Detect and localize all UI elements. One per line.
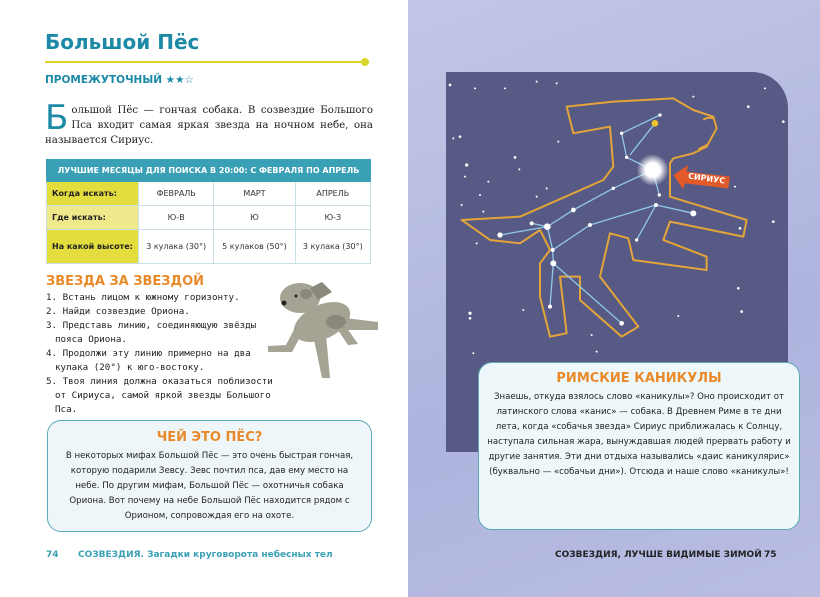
cell: АПРЕЛЬ — [294, 181, 372, 206]
cell: Ю-В — [137, 205, 215, 230]
yellow-star — [651, 119, 659, 127]
cell: 3 кулака (30°) — [137, 229, 215, 264]
table-row: На какой высоте: 3 кулака (30°) 5 кулаков … — [46, 229, 372, 264]
divider-dot — [361, 58, 369, 66]
roman-holidays-box: РИМСКИЕ КАНИКУЛЫ Знаешь, откуда взялось … — [478, 362, 800, 530]
title-divider — [45, 61, 363, 63]
myth-box-title: ЧЕЙ ЭТО ПЁС? — [156, 430, 263, 445]
steps-list: 1. Встань лицом к южному горизонту. 2. Н… — [46, 291, 286, 417]
row-label: На какой высоте: — [46, 229, 139, 264]
list-item: 3. Представь линию, соединяющую звёзды п… — [46, 320, 257, 345]
difficulty-level: ПРОМЕЖУТОЧНЫЙ ★★☆ — [45, 74, 194, 86]
list-item: 2. Найди созвездие Ориона. — [46, 306, 190, 317]
background-stars — [448, 80, 785, 355]
intro-text: ольшой Пёс — гончая собака. В созвездие … — [45, 105, 373, 146]
viewing-table: ЛУЧШИЕ МЕСЯЦЫ ДЛЯ ПОИСКА В 20:00: С ФЕВР… — [46, 159, 372, 264]
page-title: Большой Пёс — [45, 30, 200, 54]
cell: 5 кулаков (50°) — [213, 229, 296, 264]
page-number-right: 75 — [764, 550, 777, 560]
sirius-arrow — [673, 164, 730, 190]
steps-heading: ЗВЕЗДА ЗА ЗВЕЗДОЙ — [46, 274, 205, 289]
list-item: 1. Встань лицом к южному горизонту. — [46, 292, 240, 303]
running-footer-right: СОЗВЕЗДИЯ, ЛУЧШЕ ВИДИМЫЕ ЗИМОЙ — [555, 550, 762, 560]
myth-box-text: В некоторых мифах Большой Пёс — это очен… — [65, 451, 354, 521]
dog-illustration — [268, 282, 378, 378]
roman-box-text: Знаешь, откуда взялось слово «каникулы»?… — [487, 392, 791, 477]
dog-outline — [460, 97, 748, 338]
constellation-lines — [499, 114, 694, 324]
roman-box-title: РИМСКИЕ КАНИКУЛЫ — [556, 371, 722, 386]
page-number: 74 — [46, 550, 59, 560]
constellation-stars — [497, 113, 742, 326]
drop-cap: Б — [45, 98, 69, 138]
table-row: Где искать: Ю-В Ю Ю-З — [46, 205, 372, 230]
row-label: Когда искать: — [46, 181, 139, 206]
row-label: Где искать: — [46, 205, 139, 230]
myth-box: ЧЕЙ ЭТО ПЁС? В некоторых мифах Большой П… — [47, 420, 372, 532]
list-item: 4. Продолжи эту линию примерно на два ку… — [46, 348, 251, 373]
list-item: 5. Твоя линия должна оказаться поблизост… — [46, 376, 273, 415]
cell: 3 кулака (30°) — [294, 229, 372, 264]
sirius-star — [636, 153, 669, 186]
running-footer: СОЗВЕЗДИЯ. Загадки круговорота небесных … — [78, 550, 333, 560]
